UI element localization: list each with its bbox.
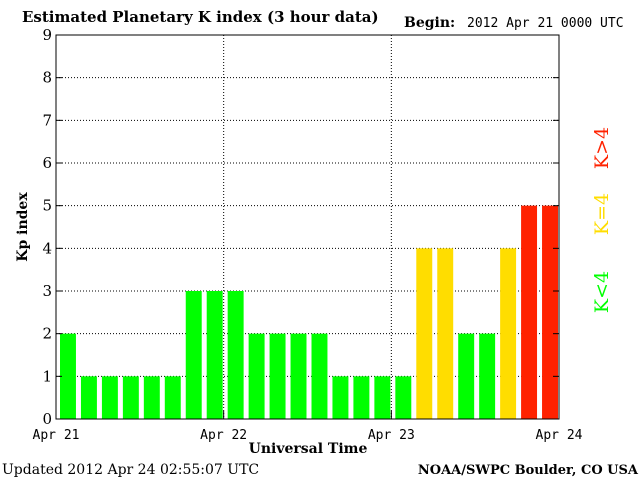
footer-source: NOAA/SWPC Boulder, CO USA [418, 463, 639, 478]
footer-updated: Updated 2012 Apr 24 02:55:07 UTC [2, 462, 259, 478]
kp-bar [416, 248, 433, 419]
kp-bar [458, 333, 475, 419]
legend-entry: K<4 [591, 271, 613, 313]
kp-bar [164, 376, 181, 419]
bars-layer [60, 205, 558, 419]
y-tick-label: 0 [42, 410, 52, 428]
kp-bar [521, 205, 538, 419]
begin-label: Begin: [404, 15, 455, 31]
kp-bar [60, 333, 76, 419]
plot-frame [55, 34, 560, 420]
y-tick-label: 4 [42, 239, 52, 257]
y-tick-label: 9 [42, 26, 52, 44]
y-tick-label: 2 [42, 325, 52, 343]
x-axis-label: Universal Time [249, 441, 368, 457]
kp-bar [311, 333, 328, 419]
grid-layer [56, 35, 559, 419]
chart-title: Estimated Planetary K index (3 hour data… [22, 8, 379, 26]
x-tick-label: Apr 22 [200, 428, 247, 443]
kp-bar [353, 376, 370, 419]
x-tick-label: Apr 23 [368, 428, 415, 443]
kp-bar [143, 376, 160, 419]
legend-entry: K=4 [591, 193, 613, 235]
ticks-layer: 0 1 2 3 4 5 6 7 8 9 Apr 21 Apr 22 Apr 23 Apr 24 [33, 26, 583, 443]
y-tick-label: 1 [42, 367, 52, 385]
kp-bar [101, 376, 118, 419]
kp-bar [332, 376, 349, 419]
kp-bar [80, 376, 97, 419]
kp-bar [248, 333, 265, 419]
kp-bar [206, 291, 223, 419]
kp-bar [374, 376, 391, 419]
y-axis-label: Kp index [15, 192, 31, 262]
legend-entry: K>4 [591, 127, 613, 169]
kp-bar [437, 248, 454, 419]
kp-bar [269, 333, 286, 419]
begin-value: 2012 Apr 21 0000 UTC [467, 16, 624, 31]
kp-bar [395, 376, 412, 419]
y-tick-label: 7 [42, 111, 52, 129]
y-tick-label: 8 [42, 69, 52, 87]
x-tick-label: Apr 24 [536, 428, 583, 443]
legend: K<4 K=4 K>4 [591, 127, 613, 313]
kp-bar [185, 291, 202, 419]
kp-bar [290, 333, 307, 419]
y-tick-label: 6 [42, 154, 52, 172]
y-tick-label: 3 [42, 282, 52, 300]
kp-bar [500, 248, 517, 419]
x-tick-label: Apr 21 [33, 428, 80, 443]
kp-bar [542, 205, 558, 419]
kp-bar [122, 376, 139, 419]
kp-bar [227, 291, 244, 419]
y-tick-label: 5 [42, 197, 52, 215]
kp-bar [479, 333, 496, 419]
